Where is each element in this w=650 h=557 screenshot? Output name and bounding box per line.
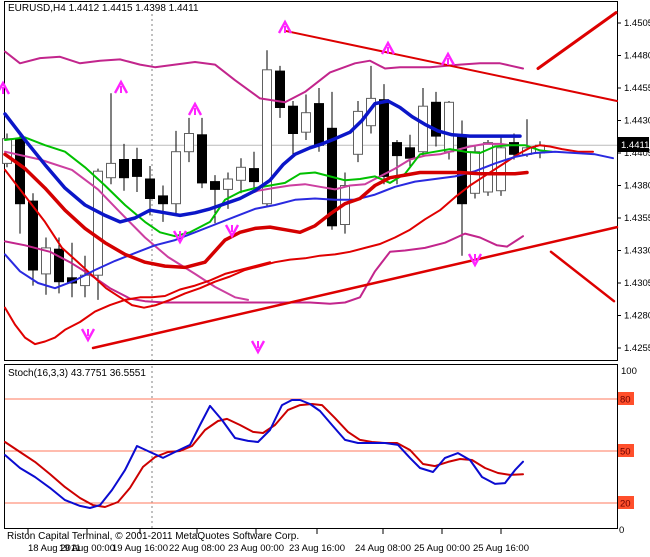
stoch-level-label bbox=[618, 496, 634, 509]
time-tick-label: 24 Aug 08:00 bbox=[355, 543, 411, 554]
bear-candle bbox=[405, 147, 415, 159]
stochastic-panel bbox=[4, 364, 618, 529]
chart-title: EURUSD,H4 1.4412 1.4415 1.4398 1.4411 bbox=[8, 3, 199, 14]
bull-candle bbox=[262, 69, 272, 205]
price-tick-label: 1.4355 bbox=[624, 213, 650, 224]
price-tick-label: 1.4280 bbox=[624, 311, 650, 322]
current-price-label bbox=[618, 137, 649, 152]
fractal-down-arrow-icon bbox=[172, 230, 188, 245]
bear-candle bbox=[210, 181, 220, 190]
bull-candle bbox=[41, 247, 51, 275]
green-ma-line bbox=[4, 136, 553, 238]
time-tick-label: 22 Aug 08:00 bbox=[169, 543, 225, 554]
price-tick-label: 1.4330 bbox=[624, 246, 650, 257]
bollinger-upper-line bbox=[4, 50, 524, 104]
bear-candle bbox=[249, 168, 259, 183]
bear-candle bbox=[288, 105, 298, 134]
stoch-level-label-text: 80 bbox=[620, 395, 631, 406]
stoch-signal-line bbox=[4, 403, 524, 508]
bull-candle bbox=[106, 162, 116, 179]
bear-candle bbox=[158, 195, 168, 205]
price-tick-label: 1.4380 bbox=[624, 181, 650, 192]
price-tick-label: 1.4505 bbox=[624, 18, 650, 29]
bear-candle bbox=[28, 200, 38, 271]
price-tick-label: 1.4455 bbox=[624, 83, 650, 94]
fractal-down-arrow-icon bbox=[250, 340, 266, 355]
bear-candle bbox=[119, 159, 129, 179]
bull-candle bbox=[444, 101, 454, 153]
price-tick-label: 1.4305 bbox=[624, 278, 650, 289]
stoch-level-label-text: 50 bbox=[620, 447, 631, 458]
fractal-up-arrow-icon bbox=[113, 79, 129, 94]
fractal-down-arrow-icon bbox=[467, 253, 483, 268]
stoch-level-label bbox=[618, 392, 634, 405]
descending-trendline bbox=[284, 29, 618, 102]
bull-candle bbox=[223, 178, 233, 190]
stochastic-indicator-label: Stoch(16,3,3) 43.7751 36.5551 bbox=[8, 368, 146, 379]
bear-candle bbox=[54, 248, 64, 283]
bear-candle bbox=[275, 70, 285, 108]
fractal-up-arrow-icon bbox=[0, 80, 11, 95]
price-tick-label: 1.4430 bbox=[624, 116, 650, 127]
bear-candle bbox=[379, 99, 389, 177]
stoch-axis-label: 0 bbox=[619, 525, 624, 536]
fractal-up-arrow-icon bbox=[187, 101, 203, 116]
stoch-main-line bbox=[4, 399, 524, 509]
red-wavy-ma-line bbox=[4, 261, 271, 346]
time-tick-label: 18 Aug 2011 bbox=[28, 543, 81, 554]
current-price-label-text: 1.4411 bbox=[621, 140, 649, 151]
thin-red-ma-line bbox=[4, 144, 594, 309]
bear-candle bbox=[314, 103, 324, 146]
price-tick-label: 1.4405 bbox=[624, 148, 650, 159]
time-tick-label: 19 Aug 16:00 bbox=[112, 543, 168, 554]
time-tick-label: 19 Aug 00:00 bbox=[59, 543, 115, 554]
fractal-down-arrow-icon bbox=[224, 224, 240, 239]
thick-red-ma-line bbox=[3, 152, 529, 270]
fractal-up-arrow-icon bbox=[277, 19, 293, 34]
stoch-level-label bbox=[618, 444, 634, 457]
bull-candle bbox=[184, 133, 194, 153]
bull-candle bbox=[418, 105, 428, 153]
thick-blue-ma-line bbox=[3, 99, 522, 224]
thin-blue-ma-line bbox=[4, 150, 614, 290]
time-tick-label: 25 Aug 16:00 bbox=[473, 543, 529, 554]
stoch-level-label-text: 20 bbox=[620, 499, 631, 510]
bear-candle bbox=[509, 142, 519, 155]
long-ascending-trendline bbox=[91, 225, 619, 350]
stoch-axis-label: 100 bbox=[621, 366, 637, 377]
bottom-right-trendline bbox=[549, 250, 616, 303]
bear-candle bbox=[197, 134, 207, 184]
time-tick-label: 23 Aug 00:00 bbox=[228, 543, 284, 554]
time-tick-label: 25 Aug 00:00 bbox=[414, 543, 470, 554]
bear-candle bbox=[431, 101, 441, 137]
bull-candle bbox=[2, 138, 12, 164]
price-tick-label: 1.4255 bbox=[624, 343, 650, 354]
copyright-text: Riston Capital Terminal, © 2001-2011 Met… bbox=[7, 531, 300, 542]
fractal-down-arrow-icon bbox=[80, 328, 96, 343]
magenta-ma-left-line bbox=[4, 150, 249, 301]
bull-candle bbox=[301, 112, 311, 133]
bear-candle bbox=[145, 178, 155, 199]
price-tick-label: 1.4480 bbox=[624, 51, 650, 62]
bull-candle bbox=[236, 166, 246, 181]
time-tick-label: 23 Aug 16:00 bbox=[289, 543, 345, 554]
bull-candle bbox=[496, 147, 506, 192]
magenta-ma-right-line bbox=[242, 142, 511, 197]
fractal-up-arrow-icon bbox=[380, 40, 396, 55]
bull-candle bbox=[171, 151, 181, 205]
bear-candle bbox=[392, 142, 402, 157]
steep-ascending-trendline bbox=[536, 11, 618, 70]
price-chart-panel bbox=[4, 1, 618, 361]
bear-candle bbox=[132, 159, 142, 177]
bull-candle bbox=[353, 110, 363, 155]
bull-candle bbox=[93, 170, 103, 276]
fractal-up-arrow-icon bbox=[440, 51, 456, 66]
